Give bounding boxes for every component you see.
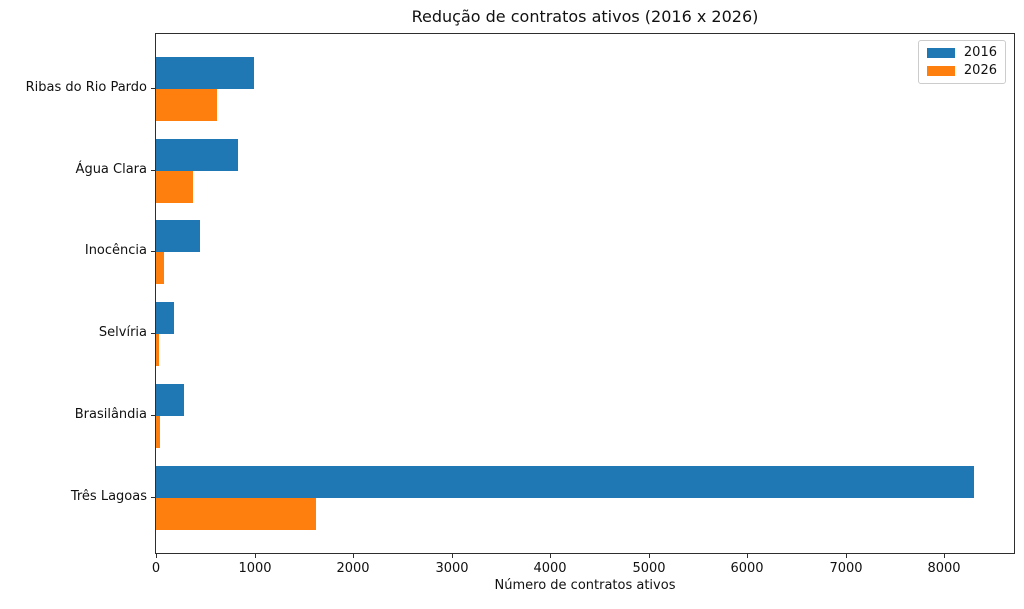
bar-2016 bbox=[156, 302, 174, 334]
bar-2026 bbox=[156, 334, 159, 366]
y-tick-label: Água Clara bbox=[75, 162, 147, 177]
y-tick-label: Selvíria bbox=[98, 325, 147, 340]
bar-2026 bbox=[156, 498, 316, 530]
y-tick-mark bbox=[151, 88, 155, 89]
x-tick-label: 2000 bbox=[336, 561, 370, 576]
bar-2016 bbox=[156, 220, 200, 252]
x-tick-mark bbox=[452, 554, 453, 558]
bar-2016 bbox=[156, 466, 974, 498]
x-tick-mark bbox=[353, 554, 354, 558]
x-tick-mark bbox=[255, 554, 256, 558]
bar-2016 bbox=[156, 384, 184, 416]
bar-2026 bbox=[156, 416, 160, 448]
y-tick-label: Três Lagoas bbox=[70, 489, 147, 504]
x-tick-label: 6000 bbox=[730, 561, 764, 576]
bar-2026 bbox=[156, 252, 164, 284]
y-tick-mark bbox=[151, 170, 155, 171]
x-tick-label: 7000 bbox=[829, 561, 863, 576]
x-tick-label: 3000 bbox=[435, 561, 469, 576]
plot-area: 2016 2026 bbox=[155, 33, 1015, 554]
y-tick-mark bbox=[151, 333, 155, 334]
x-tick-label: 8000 bbox=[927, 561, 961, 576]
y-tick-label: Ribas do Rio Pardo bbox=[25, 80, 147, 95]
legend-label: 2016 bbox=[963, 45, 997, 60]
x-tick-mark bbox=[649, 554, 650, 558]
x-axis-label: Número de contratos ativos bbox=[494, 578, 676, 593]
x-tick-label: 1000 bbox=[238, 561, 272, 576]
x-tick-mark bbox=[846, 554, 847, 558]
bar-2016 bbox=[156, 57, 254, 89]
y-tick-mark bbox=[151, 497, 155, 498]
bar-2016 bbox=[156, 139, 238, 171]
y-tick-mark bbox=[151, 415, 155, 416]
y-tick-label: Brasilândia bbox=[74, 407, 147, 422]
legend-swatch bbox=[926, 66, 955, 76]
x-tick-label: 4000 bbox=[533, 561, 567, 576]
x-tick-label: 5000 bbox=[632, 561, 666, 576]
x-tick-mark bbox=[550, 554, 551, 558]
x-tick-mark bbox=[156, 554, 157, 558]
x-tick-mark bbox=[944, 554, 945, 558]
x-tick-label: 0 bbox=[151, 561, 161, 576]
y-tick-mark bbox=[151, 251, 155, 252]
bar-2026 bbox=[156, 171, 193, 203]
legend-swatch bbox=[926, 48, 955, 58]
legend-item: 2026 bbox=[926, 63, 997, 78]
x-tick-mark bbox=[747, 554, 748, 558]
y-tick-label: Inocência bbox=[84, 243, 147, 258]
legend-item: 2016 bbox=[926, 45, 997, 60]
legend-label: 2026 bbox=[963, 63, 997, 78]
chart-title: Redução de contratos ativos (2016 x 2026… bbox=[411, 7, 759, 26]
bar-2026 bbox=[156, 89, 217, 121]
legend: 2016 2026 bbox=[917, 40, 1006, 84]
